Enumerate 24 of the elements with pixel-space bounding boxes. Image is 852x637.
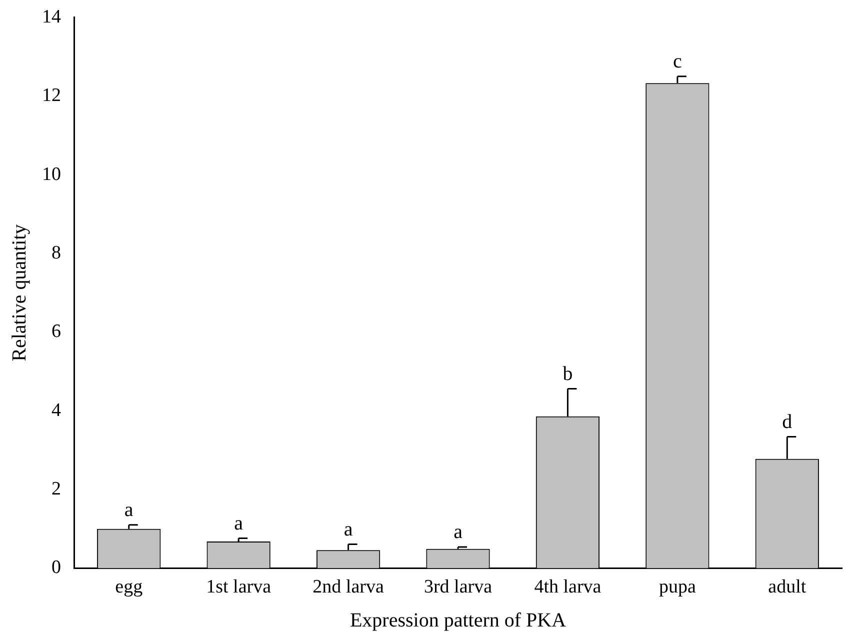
y-tick-label: 2	[52, 478, 61, 500]
y-axis-title: Relative quantity	[8, 224, 30, 362]
y-tick-label: 12	[42, 85, 61, 106]
x-axis-title: Expression pattern of PKA	[350, 609, 567, 632]
y-tick-label: 6	[52, 321, 61, 342]
y-tick-label: 0	[52, 557, 61, 578]
x-tick-label: 1st larva	[206, 576, 272, 598]
y-tick-label: 14	[42, 6, 62, 28]
x-tick-label: egg	[115, 576, 144, 598]
x-tick-label: adult	[768, 576, 807, 598]
annotation: a	[234, 512, 244, 535]
x-tick-label: 4th larva	[534, 576, 602, 598]
y-tick-label: 4	[52, 400, 62, 421]
annotation: a	[344, 518, 353, 540]
x-tick-label: 2nd larva	[312, 576, 384, 598]
annotation: a	[454, 521, 463, 544]
y-tick-label: 8	[52, 242, 61, 264]
annotation: d	[782, 411, 792, 434]
annotation: b	[562, 363, 573, 386]
x-tick-label: pupa	[658, 576, 696, 598]
y-tick-label: 10	[42, 164, 61, 185]
annotation: a	[124, 499, 134, 522]
x-tick-label: 3rd larva	[424, 576, 493, 598]
annotation: c	[672, 50, 682, 73]
